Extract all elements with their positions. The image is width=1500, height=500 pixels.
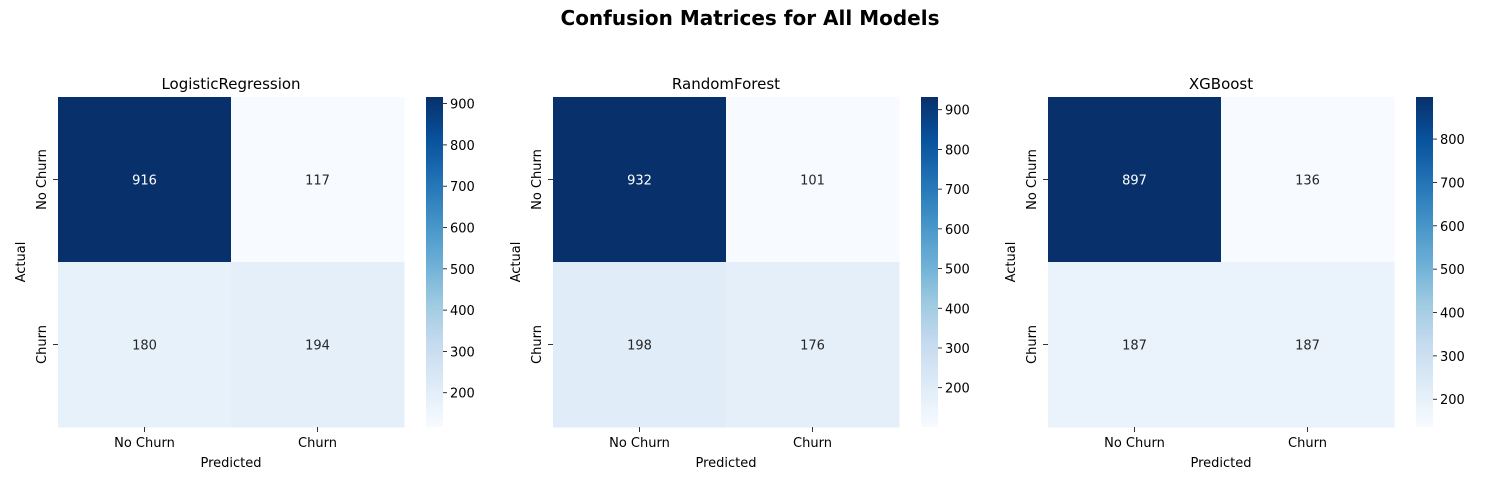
heatmap-cell-r1-c1 (1221, 262, 1395, 428)
cell-value-r1-c1: 194 (305, 339, 330, 354)
cell-value-r0-c1: 101 (800, 174, 825, 189)
heatmap-panel-2: 932 101 198 176 RandomForest No Churn Churn Pre… (509, 75, 970, 471)
heatmap-cell-r0-c0 (553, 97, 727, 263)
cell-value-r0-c0: 916 (132, 174, 157, 189)
heatmap-cell-r0-c1 (231, 97, 405, 263)
cell-value-r1-c0: 180 (132, 339, 157, 354)
y-tick-label: Churn (35, 325, 50, 364)
subplot-title: LogisticRegression (161, 75, 300, 93)
cell-value-r1-c0: 198 (627, 339, 652, 354)
colorbar-tick-label: 500 (450, 263, 475, 278)
y-tick-label: No Churn (1025, 149, 1040, 210)
colorbar-tick-label: 200 (945, 382, 970, 397)
colorbar-tick-label: 700 (450, 180, 475, 195)
colorbar-tick-label: 600 (1440, 220, 1465, 235)
x-tick-label: No Churn (609, 436, 670, 451)
colorbar-tick-label: 400 (945, 302, 970, 317)
colorbar-tick-label: 400 (1440, 307, 1465, 322)
y-axis-label: Actual (14, 242, 29, 283)
cell-value-r0-c1: 117 (305, 174, 330, 189)
x-tick-label: Churn (1288, 436, 1327, 451)
colorbar-tick-label: 300 (1440, 350, 1465, 365)
colorbar-tick-label: 700 (945, 183, 970, 198)
cell-value-r0-c0: 932 (627, 174, 652, 189)
x-axis-label: Predicted (200, 456, 261, 471)
colorbar-tick-label: 300 (450, 345, 475, 360)
x-tick-label: No Churn (114, 436, 175, 451)
cell-value-r0-c0: 897 (1122, 174, 1147, 189)
colorbar-tick-label: 600 (450, 222, 475, 237)
heatmap-panel-3: 897 136 187 187 XGBoost No Churn Churn Predicte… (1004, 75, 1465, 471)
y-tick-label: Churn (1025, 325, 1040, 364)
cell-value-r0-c1: 136 (1295, 174, 1320, 189)
x-axis-label: Predicted (1190, 456, 1251, 471)
heatmap-cell-r1-c1 (726, 262, 900, 428)
colorbar-tick-label: 900 (450, 98, 475, 113)
heatmap-cell-r0-c0 (58, 97, 232, 263)
colorbar-tick-label: 400 (450, 304, 475, 319)
heatmap-panel-1: 916 117 180 194 LogisticRegression No Churn Ch… (14, 75, 475, 471)
subplot-title: RandomForest (672, 75, 780, 93)
colorbar-tick-label: 300 (945, 342, 970, 357)
colorbar (921, 97, 938, 427)
y-tick-label: No Churn (530, 149, 545, 210)
figure-title: Confusion Matrices for All Models (560, 6, 940, 30)
x-tick-label: Churn (793, 436, 832, 451)
colorbar-tick-label: 200 (1440, 393, 1465, 408)
colorbar-tick-label: 600 (945, 223, 970, 238)
y-tick-label: Churn (530, 325, 545, 364)
heatmap-cell-r1-c0 (58, 262, 232, 428)
heatmap-cell-r1-c0 (553, 262, 727, 428)
colorbar-tick-label: 800 (945, 143, 970, 158)
colorbar (426, 97, 443, 427)
colorbar-tick-label: 800 (450, 139, 475, 154)
cell-value-r1-c0: 187 (1122, 339, 1147, 354)
y-axis-label: Actual (1004, 242, 1019, 283)
colorbar-tick-label: 500 (1440, 263, 1465, 278)
y-tick-label: No Churn (35, 149, 50, 210)
colorbar (1416, 97, 1433, 427)
y-axis-label: Actual (509, 242, 524, 283)
x-axis-label: Predicted (695, 456, 756, 471)
colorbar-tick-label: 700 (1440, 176, 1465, 191)
colorbar-tick-label: 500 (945, 263, 970, 278)
x-tick-label: No Churn (1104, 436, 1165, 451)
cell-value-r1-c1: 176 (800, 339, 825, 354)
heatmap-cell-r0-c0 (1048, 97, 1222, 263)
heatmap-cell-r1-c0 (1048, 262, 1222, 428)
subplot-title: XGBoost (1189, 75, 1253, 93)
cell-value-r1-c1: 187 (1295, 339, 1320, 354)
heatmap-cell-r0-c1 (1221, 97, 1395, 263)
x-tick-label: Churn (298, 436, 337, 451)
heatmap-cell-r0-c1 (726, 97, 900, 263)
heatmap-cell-r1-c1 (231, 262, 405, 428)
colorbar-tick-label: 900 (945, 104, 970, 119)
colorbar-tick-label: 200 (450, 387, 475, 402)
colorbar-tick-label: 800 (1440, 133, 1465, 148)
